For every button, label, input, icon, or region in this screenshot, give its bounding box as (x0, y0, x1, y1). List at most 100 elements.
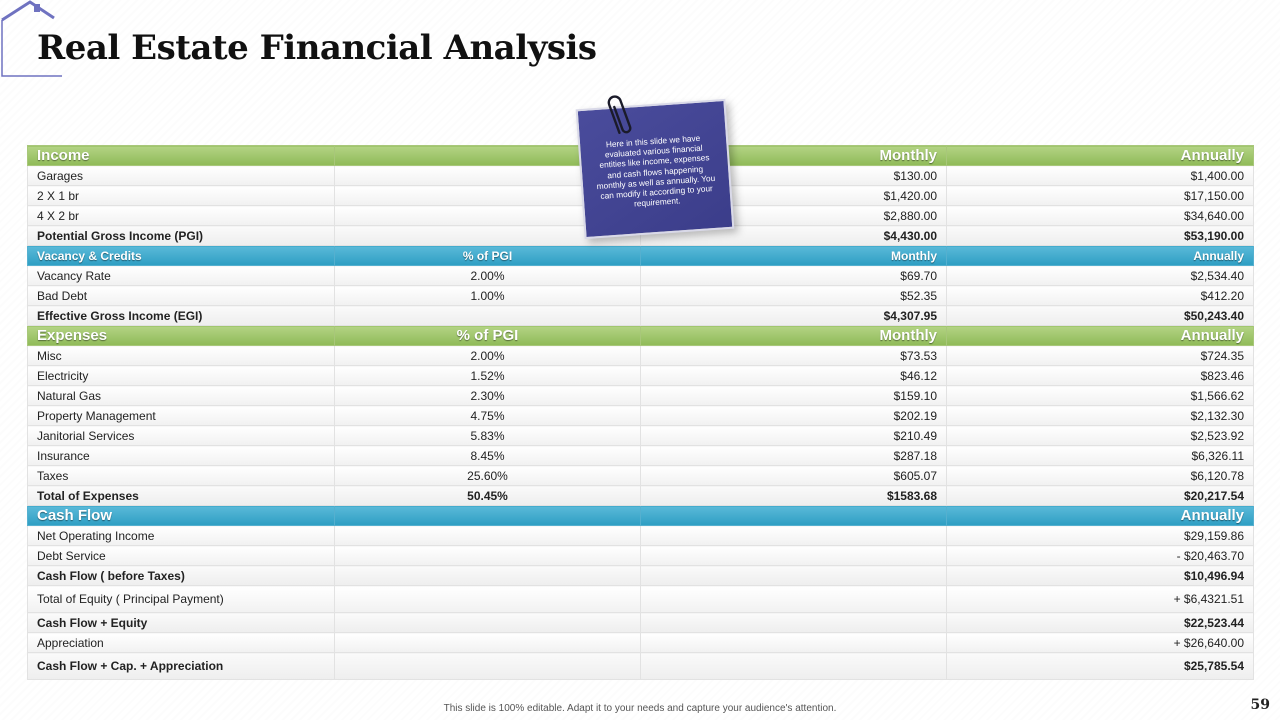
row-annually: $50,243.40 (946, 305, 1254, 326)
row-pgi (334, 305, 641, 326)
row-label: Bad Debt (27, 285, 335, 306)
vacancy-header-row: Vacancy & Credits % of PGI Monthly Annua… (27, 245, 1254, 266)
row-annually: $53,190.00 (946, 225, 1254, 246)
row-monthly: $1583.68 (640, 485, 947, 506)
row-annually: $6,326.11 (946, 445, 1254, 466)
row-label: Property Management (27, 405, 335, 426)
cashflow-header-row: Cash Flow Annually (27, 505, 1254, 526)
row-monthly (640, 545, 947, 566)
table-row: Electricity 1.52% $46.12 $823.46 (27, 365, 1254, 386)
row-pgi (334, 205, 641, 226)
row-pgi: 1.52% (334, 365, 641, 386)
row-monthly: $73.53 (640, 345, 947, 366)
row-annually: $2,523.92 (946, 425, 1254, 446)
row-pgi (334, 525, 641, 546)
house-icon (1, 0, 62, 77)
row-monthly: $287.18 (640, 445, 947, 466)
row-monthly (640, 632, 947, 653)
row-annually: $34,640.00 (946, 205, 1254, 226)
row-pgi: 2.00% (334, 345, 641, 366)
row-label: Effective Gross Income (EGI) (27, 305, 335, 326)
table-row: Cash Flow + Equity $22,523.44 (27, 612, 1254, 633)
row-annually: + $6,4321.51 (946, 585, 1254, 613)
row-pgi (334, 652, 641, 680)
row-monthly: $210.49 (640, 425, 947, 446)
row-monthly: $202.19 (640, 405, 947, 426)
row-annually: $29,159.86 (946, 525, 1254, 546)
row-monthly: $159.10 (640, 385, 947, 406)
income-header-label: Income (27, 145, 335, 166)
row-pgi (334, 545, 641, 566)
row-annually: $10,496.94 (946, 565, 1254, 586)
vacancy-header-pgi: % of PGI (334, 245, 641, 266)
cashflow-header-monthly (640, 505, 947, 526)
table-row: Cash Flow + Cap. + Appreciation $25,785.… (27, 652, 1254, 680)
cashflow-header-annually: Annually (946, 505, 1254, 526)
row-label: Cash Flow ( before Taxes) (27, 565, 335, 586)
row-pgi: 4.75% (334, 405, 641, 426)
table-row: Property Management 4.75% $202.19 $2,132… (27, 405, 1254, 426)
row-label: Total of Expenses (27, 485, 335, 506)
sticky-note: Here in this slide we have evaluated var… (575, 98, 735, 240)
table-row: Misc 2.00% $73.53 $724.35 (27, 345, 1254, 366)
vacancy-header-annually: Annually (946, 245, 1254, 266)
row-label: Total of Equity ( Principal Payment) (27, 585, 335, 613)
row-pgi: 1.00% (334, 285, 641, 306)
row-label: Taxes (27, 465, 335, 486)
row-monthly: $52.35 (640, 285, 947, 306)
row-monthly: $4,307.95 (640, 305, 947, 326)
row-label: 2 X 1 br (27, 185, 335, 206)
expenses-header-pgi: % of PGI (334, 325, 641, 346)
row-pgi: 50.45% (334, 485, 641, 506)
cashflow-header-label: Cash Flow (27, 505, 335, 526)
row-pgi (334, 185, 641, 206)
table-row: Cash Flow ( before Taxes) $10,496.94 (27, 565, 1254, 586)
financial-analysis-table: Income Monthly Annually Garages $130.00 … (27, 145, 1254, 680)
row-annually: $823.46 (946, 365, 1254, 386)
row-label: Cash Flow + Cap. + Appreciation (27, 652, 335, 680)
page-title: Real Estate Financial Analysis (37, 28, 597, 68)
vacancy-header-monthly: Monthly (640, 245, 947, 266)
table-row: Vacancy Rate 2.00% $69.70 $2,534.40 (27, 265, 1254, 286)
row-label: Misc (27, 345, 335, 366)
expenses-total-row: Total of Expenses 50.45% $1583.68 $20,21… (27, 485, 1254, 506)
table-row: Appreciation + $26,640.00 (27, 632, 1254, 653)
row-label: Vacancy Rate (27, 265, 335, 286)
table-row: 4 X 2 br $2,880.00 $34,640.00 (27, 205, 1254, 226)
row-annually: + $26,640.00 (946, 632, 1254, 653)
income-total-row: Potential Gross Income (PGI) $4,430.00 $… (27, 225, 1254, 246)
vacancy-total-row: Effective Gross Income (EGI) $4,307.95 $… (27, 305, 1254, 326)
footer-note: This slide is 100% editable. Adapt it to… (443, 703, 837, 714)
expenses-header-row: Expenses % of PGI Monthly Annually (27, 325, 1254, 346)
row-monthly (640, 585, 947, 613)
row-annually: $25,785.54 (946, 652, 1254, 680)
row-pgi (334, 225, 641, 246)
row-pgi (334, 565, 641, 586)
row-monthly (640, 612, 947, 633)
row-label: Insurance (27, 445, 335, 466)
row-annually: $20,217.54 (946, 485, 1254, 506)
expenses-header-label: Expenses (27, 325, 335, 346)
expenses-header-monthly: Monthly (640, 325, 947, 346)
row-pgi: 2.30% (334, 385, 641, 406)
table-row: Total of Equity ( Principal Payment) + $… (27, 585, 1254, 613)
expenses-header-annually: Annually (946, 325, 1254, 346)
row-monthly (640, 652, 947, 680)
vacancy-header-label: Vacancy & Credits (27, 245, 335, 266)
row-pgi: 2.00% (334, 265, 641, 286)
paperclip-icon (607, 95, 632, 135)
row-monthly: $69.70 (640, 265, 947, 286)
cashflow-header-pgi (334, 505, 641, 526)
row-monthly (640, 565, 947, 586)
row-annually: $6,120.78 (946, 465, 1254, 486)
row-monthly (640, 525, 947, 546)
row-label: Electricity (27, 365, 335, 386)
table-row: Janitorial Services 5.83% $210.49 $2,523… (27, 425, 1254, 446)
row-pgi: 8.45% (334, 445, 641, 466)
row-annually: $724.35 (946, 345, 1254, 366)
row-pgi: 5.83% (334, 425, 641, 446)
table-row: Garages $130.00 $1,400.00 (27, 165, 1254, 186)
row-label: Cash Flow + Equity (27, 612, 335, 633)
row-label: Janitorial Services (27, 425, 335, 446)
